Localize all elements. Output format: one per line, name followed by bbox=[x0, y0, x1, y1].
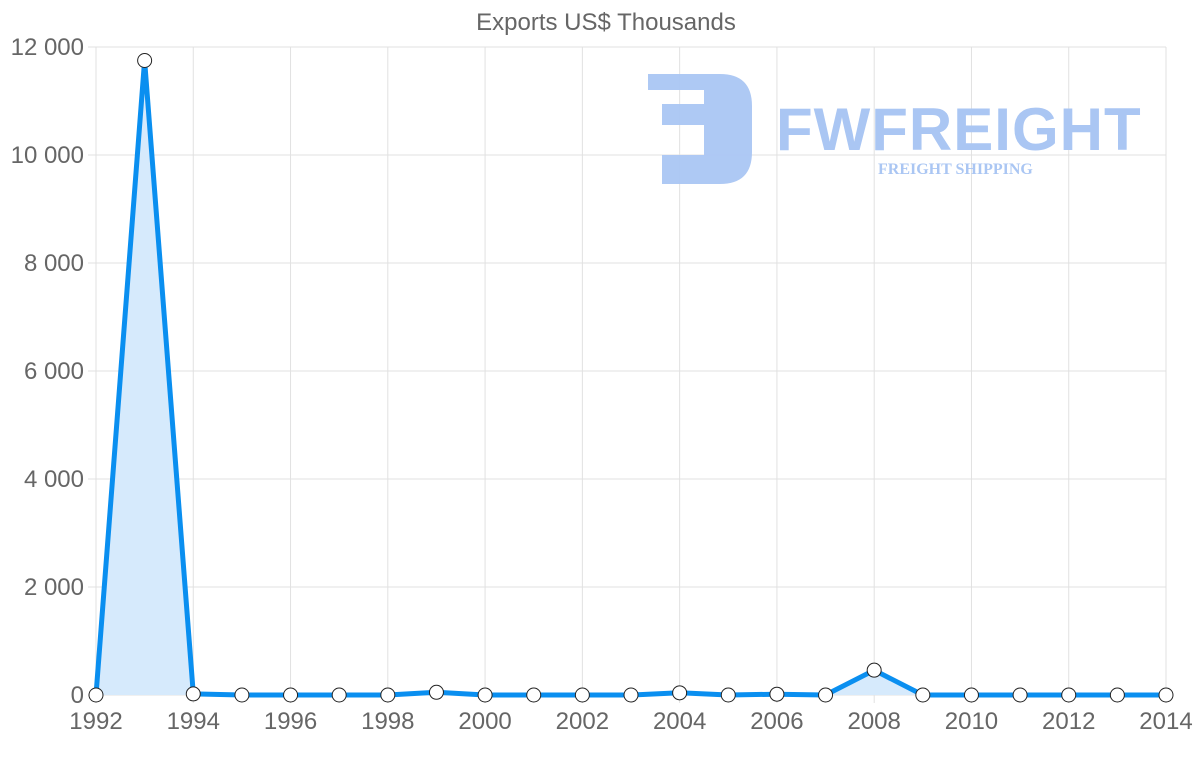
x-tick-label: 2002 bbox=[556, 708, 609, 735]
x-tick-label: 2008 bbox=[847, 708, 900, 735]
data-point[interactable] bbox=[1012, 687, 1028, 703]
x-tick-label: 1992 bbox=[69, 708, 122, 735]
data-point[interactable] bbox=[915, 687, 931, 703]
y-tick-label: 2 000 bbox=[24, 574, 84, 601]
data-point[interactable] bbox=[331, 687, 347, 703]
y-axis-ticks: 0 2 000 4 000 6 000 8 000 10 000 12 000 bbox=[11, 34, 84, 709]
data-point[interactable] bbox=[1061, 687, 1077, 703]
y-tick-label: 10 000 bbox=[11, 142, 84, 169]
x-tick-label: 1994 bbox=[167, 708, 220, 735]
data-points bbox=[88, 53, 1174, 703]
data-point[interactable] bbox=[283, 687, 299, 703]
x-tick-label: 2010 bbox=[945, 708, 998, 735]
x-tick-label: 2006 bbox=[750, 708, 803, 735]
data-point[interactable] bbox=[672, 685, 688, 701]
x-tick-label: 2000 bbox=[458, 708, 511, 735]
data-point[interactable] bbox=[88, 687, 104, 703]
data-point[interactable] bbox=[477, 687, 493, 703]
data-point[interactable] bbox=[526, 687, 542, 703]
y-tick-label: 6 000 bbox=[24, 358, 84, 385]
watermark-brand: FWFREIGHT bbox=[776, 96, 1142, 163]
data-point[interactable] bbox=[769, 686, 785, 702]
grid-lines bbox=[88, 46, 1167, 703]
data-point[interactable] bbox=[818, 687, 834, 703]
y-tick-label: 0 bbox=[71, 682, 84, 709]
y-tick-label: 12 000 bbox=[11, 34, 84, 61]
y-tick-label: 8 000 bbox=[24, 250, 84, 277]
x-tick-label: 2012 bbox=[1042, 708, 1095, 735]
data-point[interactable] bbox=[428, 684, 444, 700]
x-tick-label: 1996 bbox=[264, 708, 317, 735]
data-point[interactable] bbox=[623, 687, 639, 703]
watermark-logo: FWFREIGHT FREIGHT SHIPPING bbox=[648, 74, 1142, 184]
data-point[interactable] bbox=[137, 53, 153, 68]
watermark-tagline: FREIGHT SHIPPING bbox=[878, 161, 1033, 178]
data-point[interactable] bbox=[574, 687, 590, 703]
data-point[interactable] bbox=[866, 662, 882, 678]
data-point[interactable] bbox=[234, 687, 250, 703]
data-point[interactable] bbox=[380, 687, 396, 703]
x-tick-label: 2004 bbox=[653, 708, 706, 735]
chart-title: Exports US$ Thousands bbox=[476, 9, 736, 36]
data-point[interactable] bbox=[1158, 687, 1174, 703]
data-point[interactable] bbox=[963, 687, 979, 703]
x-axis-ticks: 1992 1994 1996 1998 2000 2002 2004 2006 2008 2010… bbox=[69, 708, 1192, 735]
data-point[interactable] bbox=[185, 686, 201, 702]
x-tick-label: 2014 bbox=[1139, 708, 1192, 735]
x-tick-label: 1998 bbox=[361, 708, 414, 735]
y-tick-label: 4 000 bbox=[24, 466, 84, 493]
fw-logo-icon bbox=[648, 74, 752, 184]
data-point[interactable] bbox=[720, 687, 736, 703]
data-point[interactable] bbox=[1109, 687, 1125, 703]
